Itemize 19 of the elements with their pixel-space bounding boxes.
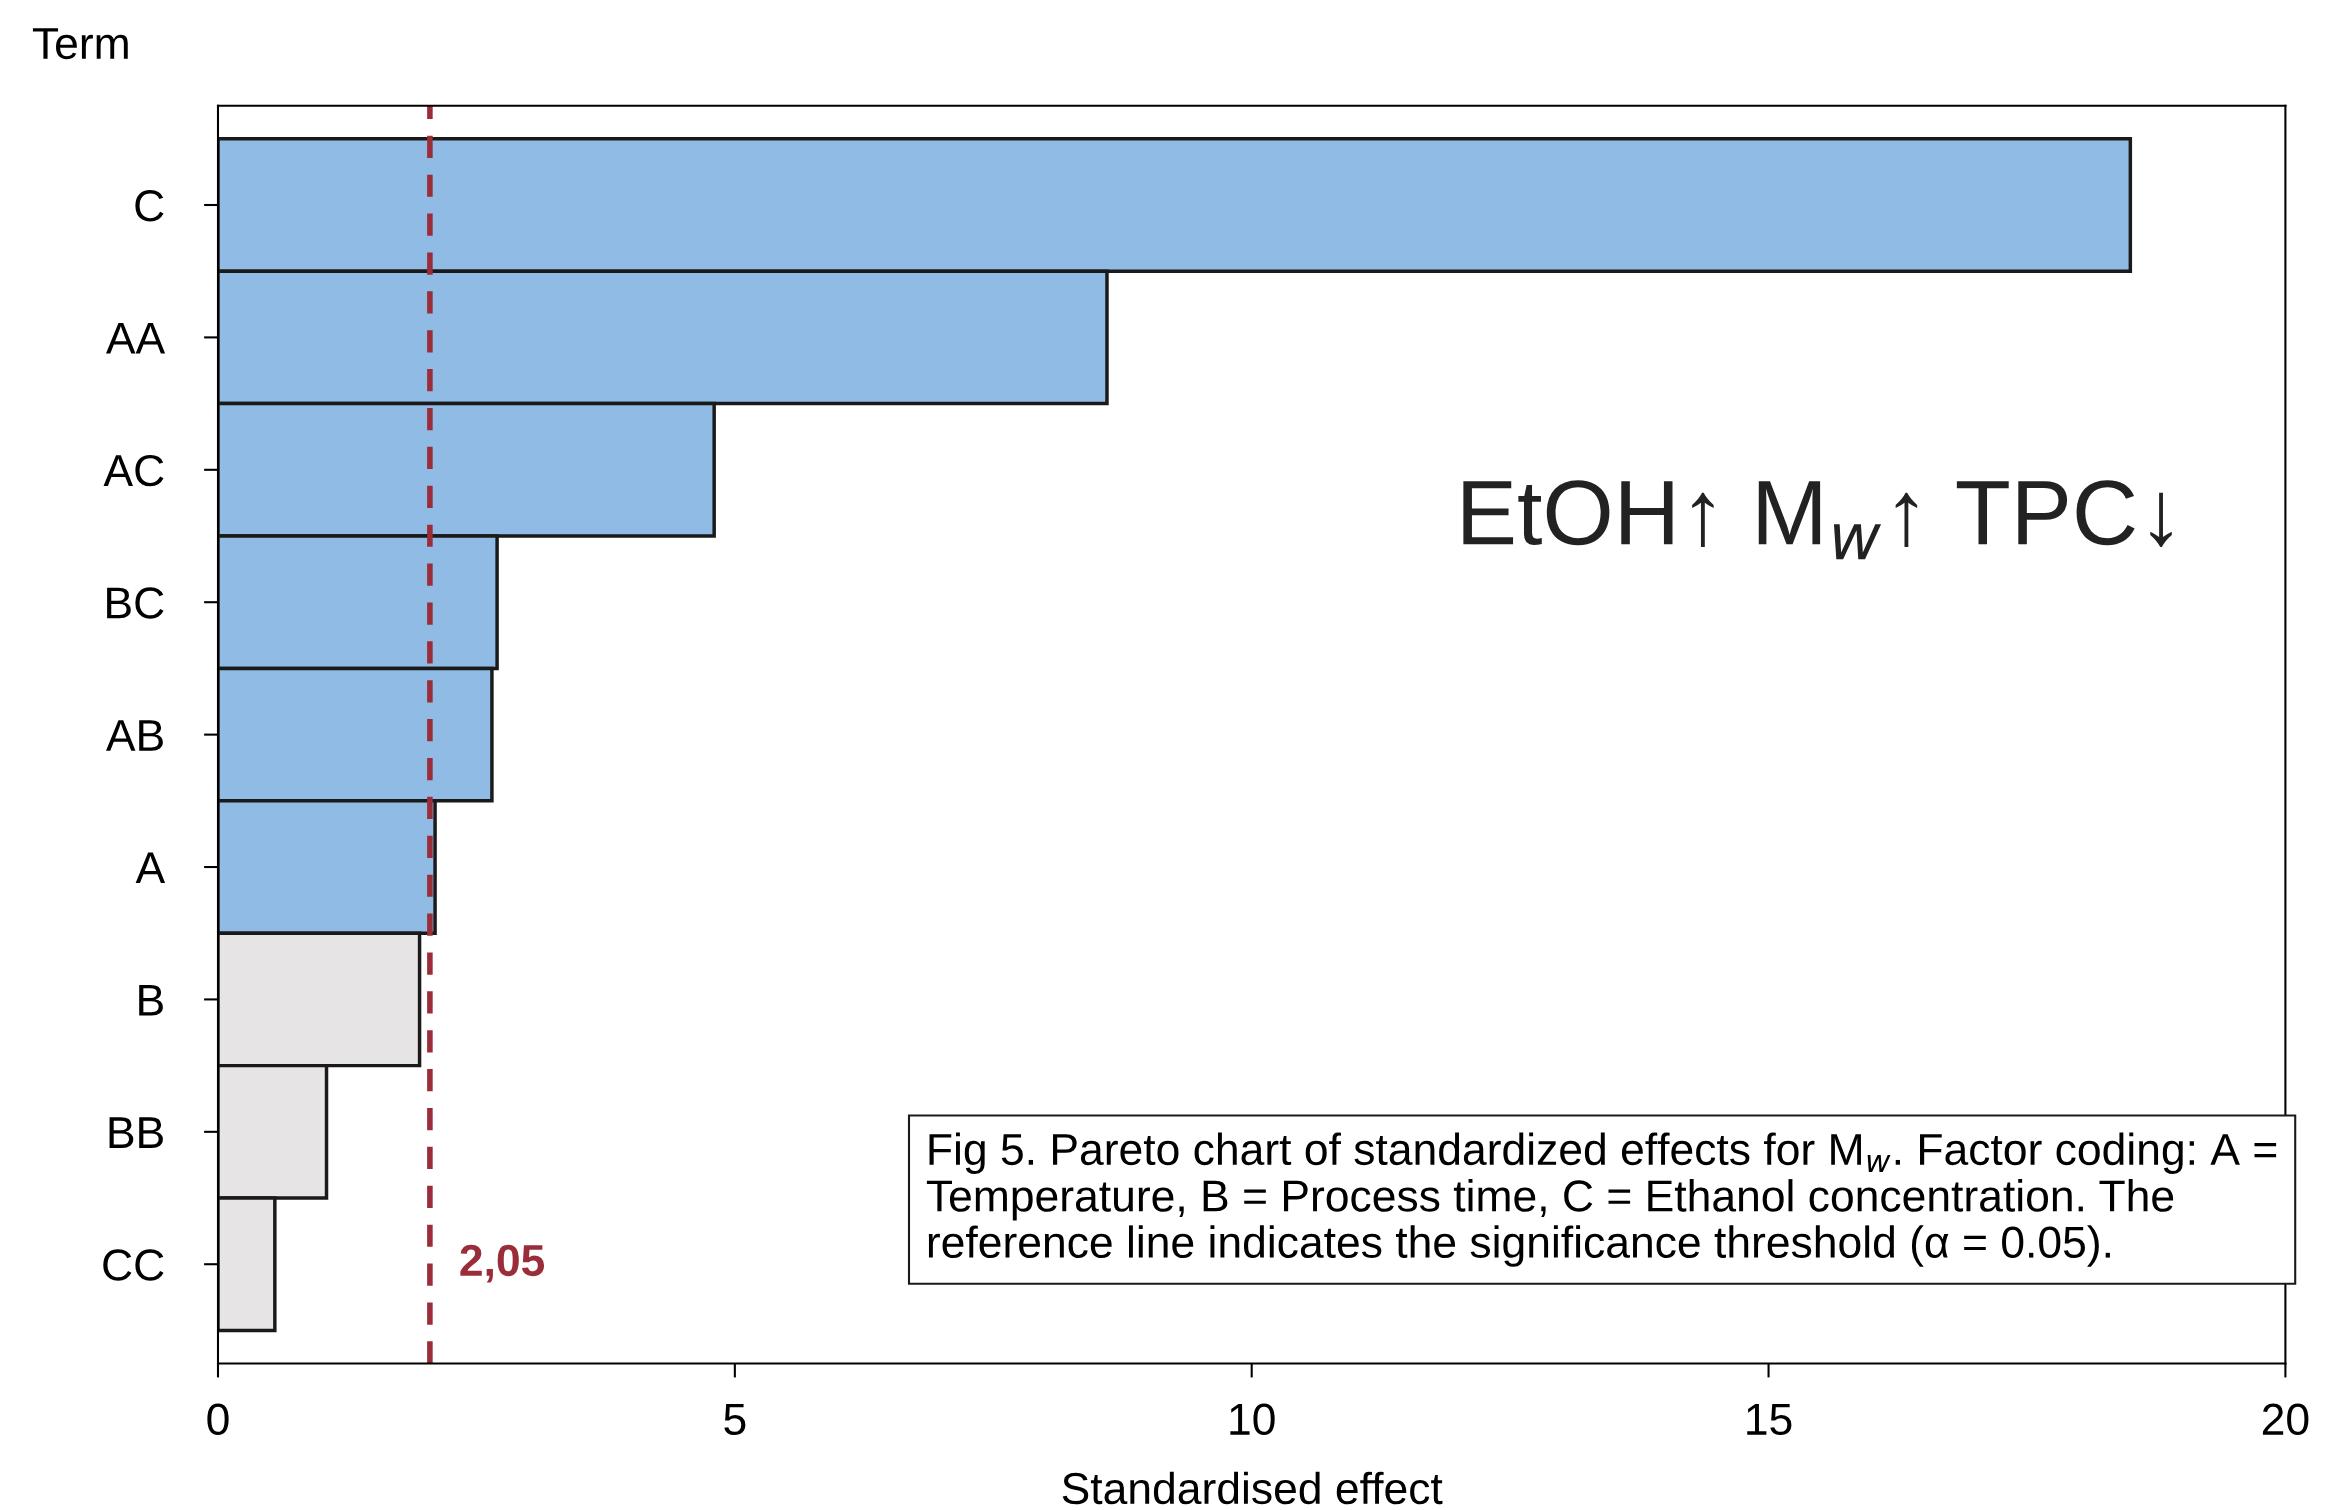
- y-tick-label: CC: [103, 1249, 164, 1281]
- x-tick-label: 0: [207, 1403, 229, 1436]
- x-tick-label: 20: [2262, 1403, 2309, 1436]
- ref-line-label: 2,05: [460, 1244, 545, 1283]
- x-axis-title: Standardised effect: [1062, 1471, 1443, 1505]
- annotation: EtOH↑ M$_{w}$↑ TPC↓: [1463, 480, 2172, 560]
- y-axis-title: Term: [32, 28, 128, 60]
- x-tick-label: 15: [1747, 1404, 1792, 1436]
- y-tick-label: AC: [103, 454, 164, 487]
- y-tick-label: C: [135, 190, 164, 222]
- y-tick-label: BC: [107, 587, 164, 619]
- y-tick-label: B: [139, 984, 163, 1016]
- y-tick-label: AB: [106, 720, 163, 751]
- x-tick-label: 10: [1230, 1403, 1275, 1436]
- annotation: Fig 5. Pareto chart of standardized effects for M$_{w}$. Factor coding: A = Temperature, B = Process time, C = Ethanol concentration. The reference line indicates the significance threshold (α = 0.05).: [926, 1132, 2277, 1267]
- y-tick-label: BB: [109, 1117, 163, 1148]
- y-tick-label: AA: [106, 322, 166, 354]
- y-tick-label: A: [135, 852, 166, 884]
- x-tick-label: 5: [724, 1404, 746, 1436]
